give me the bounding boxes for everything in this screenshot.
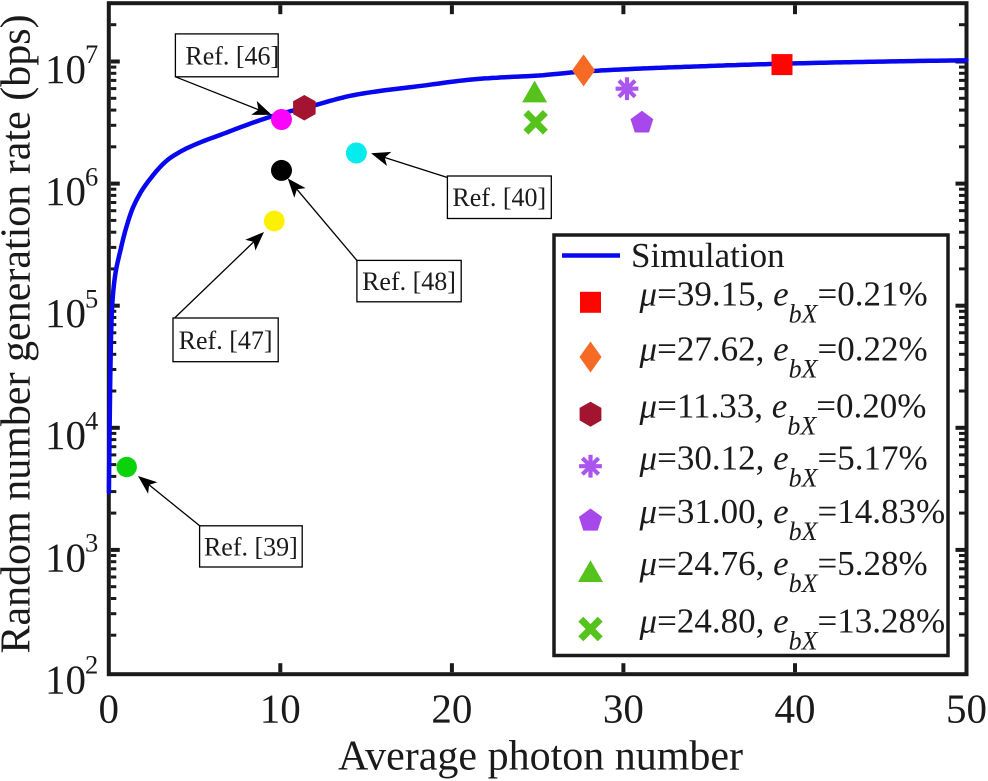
svg-text:2: 2: [85, 650, 98, 680]
svg-text:20: 20: [431, 686, 472, 732]
svg-text:7: 7: [85, 39, 98, 69]
svg-text:10: 10: [45, 656, 86, 702]
svg-text:10: 10: [45, 412, 86, 458]
svg-text:10: 10: [45, 46, 86, 92]
svg-text:3: 3: [85, 528, 98, 558]
svg-text:10: 10: [260, 686, 301, 732]
svg-text:Ref. [40]: Ref. [40]: [452, 183, 546, 212]
svg-text:10: 10: [45, 168, 86, 214]
svg-text:10: 10: [45, 290, 86, 336]
svg-text:Average photon number: Average photon number: [338, 734, 743, 780]
svg-text:Simulation: Simulation: [631, 236, 785, 275]
svg-text:10: 10: [45, 534, 86, 580]
svg-text:Ref. [48]: Ref. [48]: [362, 267, 456, 296]
svg-text:40: 40: [775, 686, 816, 732]
svg-text:0: 0: [99, 686, 120, 732]
svg-text:4: 4: [85, 406, 98, 436]
svg-text:30: 30: [603, 686, 644, 732]
svg-text:Ref. [46]: Ref. [46]: [185, 41, 279, 70]
svg-text:Ref. [47]: Ref. [47]: [179, 326, 273, 355]
svg-text:50: 50: [946, 686, 987, 732]
svg-text:5: 5: [85, 283, 98, 313]
svg-text:Random number generation rate: Random number generation rate (bps): [0, 14, 40, 653]
svg-text:6: 6: [85, 161, 98, 191]
svg-text:Ref. [39]: Ref. [39]: [204, 532, 298, 561]
